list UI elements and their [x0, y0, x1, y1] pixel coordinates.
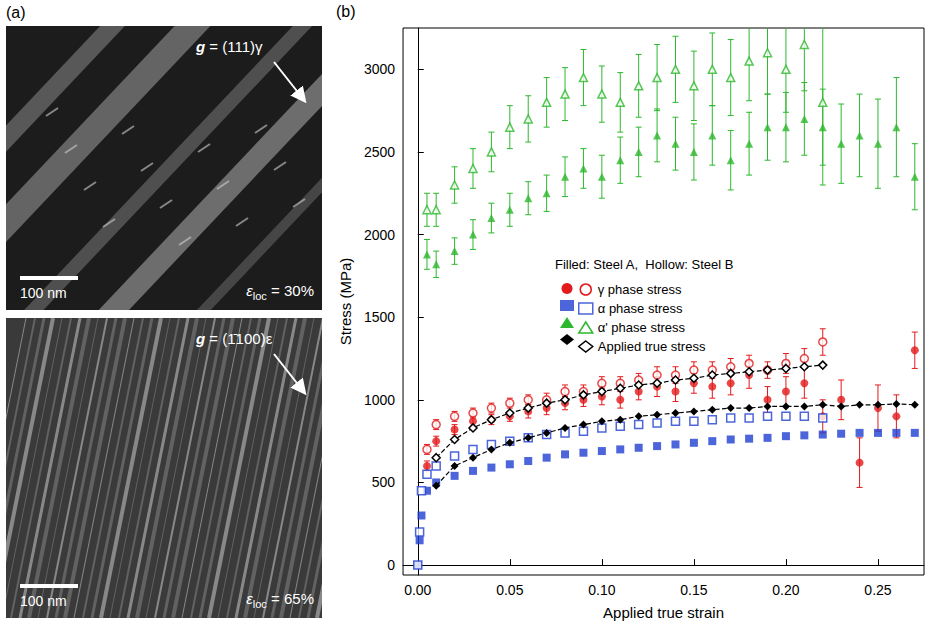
- svg-text:g = (111)γ: g = (111)γ: [195, 38, 263, 55]
- svg-text:εloc = 30%: εloc = 30%: [246, 282, 314, 302]
- svg-text:γ phase stress: γ phase stress: [598, 282, 682, 297]
- svg-text:500: 500: [372, 474, 396, 490]
- svg-text:2500: 2500: [364, 144, 395, 160]
- svg-text:Applied true strain: Applied true strain: [603, 604, 724, 621]
- html-text:(b): (b): [336, 3, 356, 20]
- svg-text:0.10: 0.10: [588, 582, 615, 598]
- svg-text:α' phase stress: α' phase stress: [598, 320, 686, 335]
- svg-text:100 nm: 100 nm: [20, 285, 67, 301]
- svg-text:0.05: 0.05: [496, 582, 523, 598]
- svg-text:2000: 2000: [364, 227, 395, 243]
- svg-text:Filled: Steel A, Hollow: Stee: Filled: Steel A, Hollow: Steel B: [555, 257, 733, 272]
- svg-text:0.25: 0.25: [864, 582, 891, 598]
- svg-text:1000: 1000: [364, 392, 395, 408]
- svg-text:(a): (a): [6, 4, 26, 21]
- svg-text:1500: 1500: [364, 309, 395, 325]
- svg-text:g = (1̄100)ε: g = (1̄100)ε: [195, 330, 273, 347]
- svg-text:0.15: 0.15: [680, 582, 707, 598]
- svg-text:100 nm: 100 nm: [20, 593, 67, 609]
- svg-text:Applied true stress: Applied true stress: [598, 339, 706, 354]
- svg-text:εloc = 65%: εloc = 65%: [246, 590, 314, 610]
- svg-text:3000: 3000: [364, 61, 395, 77]
- svg-text:α phase stress: α phase stress: [598, 301, 683, 316]
- svg-text:0: 0: [387, 557, 395, 573]
- svg-text:0.20: 0.20: [772, 582, 799, 598]
- svg-text:Stress (MPa): Stress (MPa): [337, 258, 354, 346]
- svg-text:0.00: 0.00: [404, 582, 431, 598]
